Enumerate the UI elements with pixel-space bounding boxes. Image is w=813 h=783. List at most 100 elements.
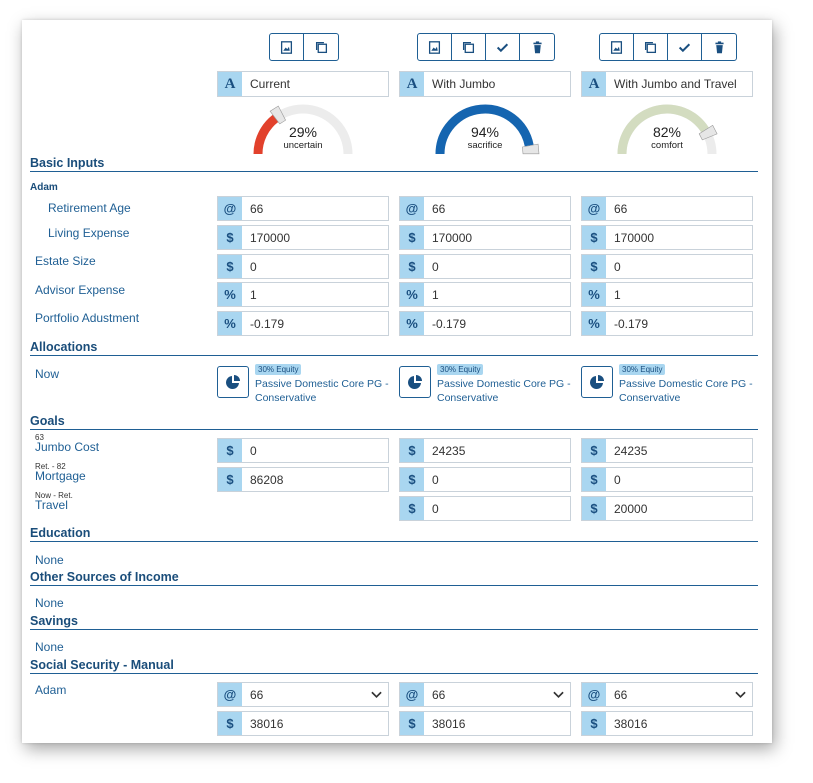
delete-button[interactable] xyxy=(702,34,736,60)
scenario-name-field[interactable]: A With Jumbo and Travel xyxy=(581,71,753,97)
select-button[interactable] xyxy=(668,34,702,60)
field-value[interactable]: 86208 xyxy=(250,472,284,487)
section-allocations: Allocations xyxy=(30,340,758,356)
field-value[interactable]: 0 xyxy=(432,259,439,274)
probability-gauge: 94% sacrifice xyxy=(430,104,540,156)
probability-gauge: 29% uncertain xyxy=(248,104,358,156)
equity-badge: 30% Equity xyxy=(619,364,666,375)
allocation-item: 30% Equity Passive Domestic Core PG - Co… xyxy=(217,362,389,406)
delete-button[interactable] xyxy=(520,34,554,60)
field-value[interactable]: 66 xyxy=(432,201,446,216)
field-value[interactable]: 1 xyxy=(250,287,257,302)
field-value[interactable]: 24235 xyxy=(614,443,648,458)
mortgage-field[interactable]: $86208 xyxy=(217,467,389,492)
jumbo-cost-field[interactable]: $24235 xyxy=(399,438,571,463)
field-value[interactable]: 38016 xyxy=(250,716,284,731)
percent-addon: % xyxy=(400,312,424,335)
claiming-age-select[interactable]: @66 xyxy=(581,682,753,707)
field-value[interactable]: 0 xyxy=(614,472,621,487)
field-value[interactable]: 0 xyxy=(250,443,257,458)
field-value[interactable]: -0.179 xyxy=(432,316,467,331)
field-value[interactable]: 66 xyxy=(250,201,264,216)
export-image-button[interactable] xyxy=(600,34,634,60)
field-value[interactable]: 0 xyxy=(250,259,257,274)
dollar-addon: $ xyxy=(582,468,606,491)
field-value[interactable]: 38016 xyxy=(432,716,466,731)
jumbo-cost-field[interactable]: $24235 xyxy=(581,438,753,463)
scenario-name-value[interactable]: With Jumbo xyxy=(432,77,496,91)
living-expense-field[interactable]: $170000 xyxy=(399,225,571,250)
field-value[interactable]: 66 xyxy=(614,201,628,216)
field-value[interactable]: 1 xyxy=(432,287,439,302)
pie-chart-icon xyxy=(408,375,422,389)
advisor-expense-field[interactable]: % 1 xyxy=(581,282,753,307)
copy-button[interactable] xyxy=(304,34,338,60)
field-value[interactable]: -0.179 xyxy=(250,316,285,331)
benefit-amount-field[interactable]: $38016 xyxy=(581,711,753,736)
estate-size-field[interactable]: $0 xyxy=(581,254,753,279)
scenario-name-field[interactable]: A With Jumbo xyxy=(399,71,571,97)
scenario-3-toolbar xyxy=(599,33,737,61)
field-value[interactable]: 170000 xyxy=(432,230,473,245)
select-value-wrap[interactable]: 66 xyxy=(606,683,752,706)
field-value[interactable]: 0 xyxy=(614,259,621,274)
retirement-age-field[interactable]: @66 xyxy=(581,196,753,221)
travel-field[interactable]: $0 xyxy=(399,496,571,521)
select-value-wrap[interactable]: 66 xyxy=(424,683,570,706)
travel-field[interactable]: $20000 xyxy=(581,496,753,521)
at-addon: @ xyxy=(218,683,242,706)
portfolio-adjustment-field[interactable]: % -0.179 xyxy=(581,311,753,336)
allocation-name: Passive Domestic Core PG - Conservative xyxy=(255,378,389,404)
check-icon xyxy=(496,43,509,52)
advisor-expense-field[interactable]: % 1 xyxy=(399,282,571,307)
advisor-expense-field[interactable]: % 1 xyxy=(217,282,389,307)
field-value[interactable]: 20000 xyxy=(614,501,648,516)
jumbo-cost-field[interactable]: $0 xyxy=(217,438,389,463)
section-other-income: Other Sources of Income xyxy=(30,570,758,586)
copy-button[interactable] xyxy=(634,34,668,60)
portfolio-adjustment-field[interactable]: % -0.179 xyxy=(399,311,571,336)
chevron-down-icon xyxy=(735,691,746,698)
advisor-expense-label: Advisor Expense xyxy=(35,283,126,297)
select-button[interactable] xyxy=(486,34,520,60)
living-expense-label: Living Expense xyxy=(48,226,130,240)
scenario-name-value[interactable]: Current xyxy=(250,77,291,91)
field-value[interactable]: 0 xyxy=(432,472,439,487)
export-image-button[interactable] xyxy=(418,34,452,60)
retirement-age-field[interactable]: @66 xyxy=(217,196,389,221)
field-value[interactable]: 1 xyxy=(614,287,621,302)
benefit-amount-field[interactable]: $38016 xyxy=(399,711,571,736)
copy-icon xyxy=(462,41,475,53)
scenario-name-value[interactable]: With Jumbo and Travel xyxy=(614,77,737,91)
at-addon: @ xyxy=(400,683,424,706)
dollar-addon: $ xyxy=(400,468,424,491)
allocation-chart-button[interactable] xyxy=(581,366,613,398)
field-value[interactable]: 24235 xyxy=(432,443,466,458)
portfolio-adjustment-field[interactable]: % -0.179 xyxy=(217,311,389,336)
estate-size-field[interactable]: $0 xyxy=(217,254,389,279)
allocation-chart-button[interactable] xyxy=(217,366,249,398)
field-value[interactable]: 170000 xyxy=(250,230,291,245)
field-value[interactable]: -0.179 xyxy=(614,316,649,331)
benefit-amount-field[interactable]: $38016 xyxy=(217,711,389,736)
field-value[interactable]: 0 xyxy=(432,501,439,516)
export-image-button[interactable] xyxy=(270,34,304,60)
claiming-age-select[interactable]: @66 xyxy=(399,682,571,707)
retirement-age-field[interactable]: @66 xyxy=(399,196,571,221)
dollar-addon: $ xyxy=(400,497,424,520)
savings-empty-text: None xyxy=(35,640,64,654)
living-expense-field[interactable]: $170000 xyxy=(581,225,753,250)
living-expense-field[interactable]: $170000 xyxy=(217,225,389,250)
estate-size-field[interactable]: $0 xyxy=(399,254,571,279)
copy-button[interactable] xyxy=(452,34,486,60)
mortgage-field[interactable]: $0 xyxy=(581,467,753,492)
field-value[interactable]: 170000 xyxy=(614,230,655,245)
allocation-chart-button[interactable] xyxy=(399,366,431,398)
select-value-wrap[interactable]: 66 xyxy=(242,683,388,706)
mortgage-field[interactable]: $0 xyxy=(399,467,571,492)
field-value[interactable]: 38016 xyxy=(614,716,648,731)
claiming-age-select[interactable]: @66 xyxy=(217,682,389,707)
dollar-addon: $ xyxy=(218,468,242,491)
scenario-name-field[interactable]: A Current xyxy=(217,71,389,97)
dollar-addon: $ xyxy=(218,255,242,278)
